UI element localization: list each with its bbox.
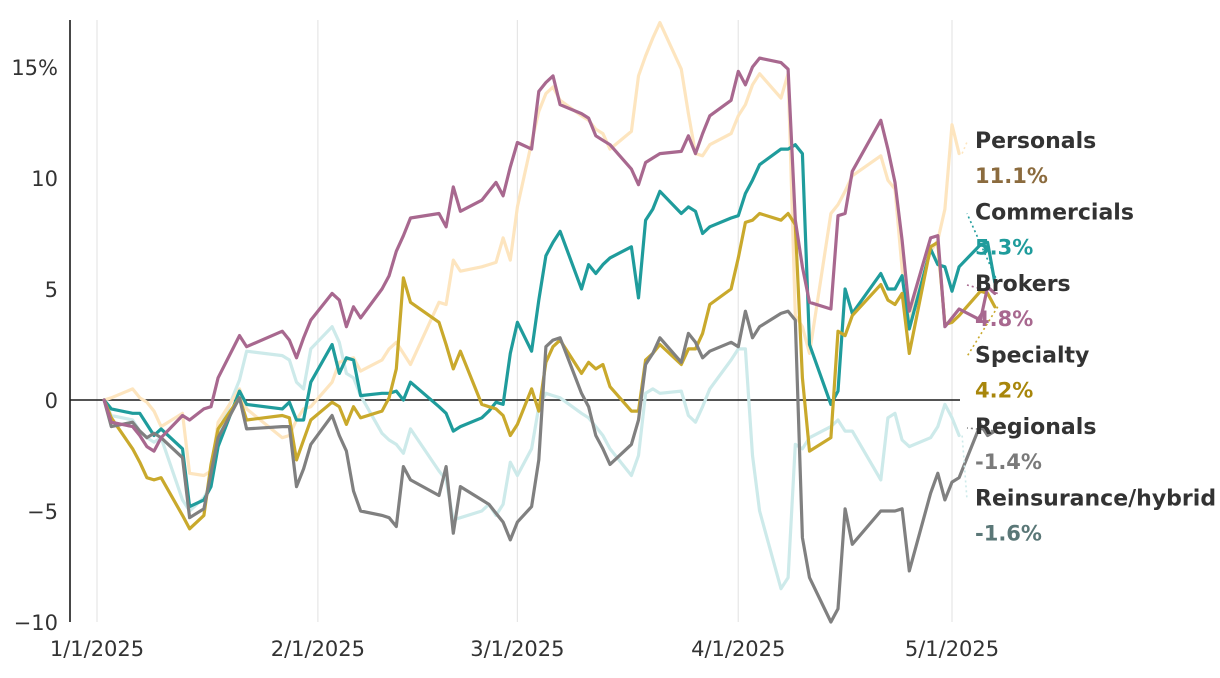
end-labels: Personals 11.1% Commercials 5.3% Brokers 4.8%… [961,129,1216,546]
series-name-label: Commercials [975,201,1134,226]
x-tick-label: 1/1/2025 [50,637,144,661]
series-name-label: Personals [975,129,1096,154]
series-value-label: 4.2% [975,379,1033,403]
series-name-label: Reinsurance/hybrid [975,487,1216,512]
series-line-specialty [102,211,997,531]
series-value-label: -1.4% [975,450,1042,474]
x-tick-label: 2/1/2025 [271,637,365,661]
series-name-label: Brokers [975,272,1071,297]
series-line-brokers [102,56,997,453]
axes: 1/1/2025 2/1/2025 3/1/2025 4/1/2025 5/1/2025… [11,20,999,661]
series-name-label: Regionals [975,415,1096,440]
label-leader [966,284,998,295]
series-line-commercials [102,143,997,509]
series-value-label: 11.1% [975,164,1048,188]
series-lines [102,21,997,624]
y-tick-label: −10 [14,611,58,635]
series-value-label: -1.6% [975,522,1042,546]
y-tick-label: 0 [45,389,58,413]
gridlines [96,20,953,622]
series-name-label: Specialty [975,344,1089,369]
label-leader [961,141,968,154]
label-leader [966,427,998,432]
y-tick-label: 15% [11,56,58,80]
x-tick-label: 4/1/2025 [691,637,785,661]
y-tick-label: 5 [45,278,58,302]
x-tick-label: 5/1/2025 [905,637,999,661]
x-tick-label: 3/1/2025 [470,637,564,661]
series-line-regionals [102,309,997,624]
series-line-reinsurance-hybrid [102,325,961,591]
y-tick-label: 10 [31,167,58,191]
y-tick-label: −5 [27,500,58,524]
series-value-label: 5.3% [975,236,1033,260]
label-leader [961,435,968,500]
series-value-label: 4.8% [975,307,1033,331]
